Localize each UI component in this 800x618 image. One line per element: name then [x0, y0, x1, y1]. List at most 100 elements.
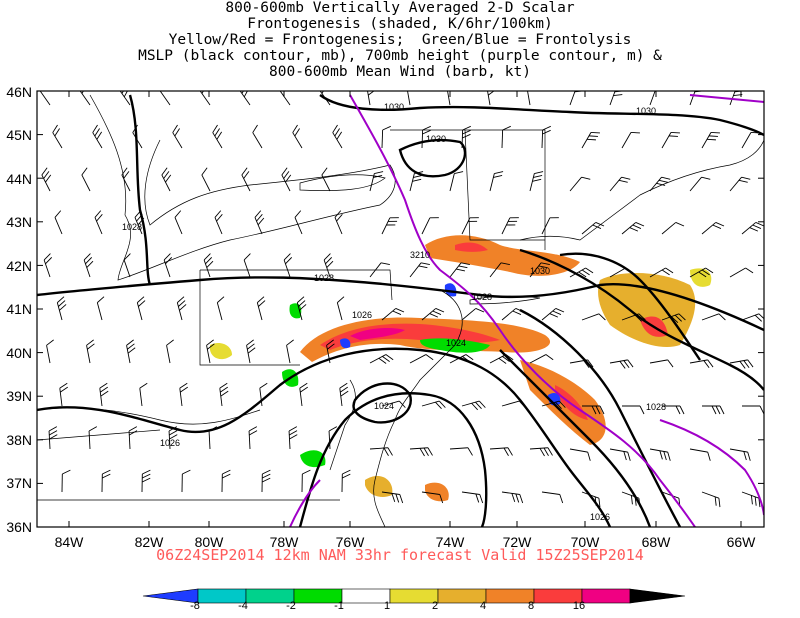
wind-barb [421, 491, 444, 504]
wind-barb [541, 491, 564, 504]
wind-barb [161, 167, 172, 192]
colorbar-tick-label: -1 [334, 600, 344, 612]
wind-barb [246, 339, 256, 364]
state-borders-nw [199, 129, 546, 366]
wind-barb [541, 125, 551, 149]
mslp-contour-1026-south [37, 347, 612, 527]
mslp-contour-1028-se [499, 349, 652, 527]
wind-barb [529, 171, 544, 192]
wind-barb [461, 217, 479, 235]
wind-barb [79, 91, 91, 106]
wind-barb [541, 308, 565, 321]
mslp-label: 1030 [530, 266, 550, 276]
wind-barb [649, 91, 657, 106]
wind-barb [286, 339, 294, 364]
wind-barb [689, 176, 711, 192]
wind-barb [369, 447, 393, 456]
wind-barb [729, 176, 751, 192]
wind-barb [296, 296, 307, 321]
wind-barb [461, 491, 484, 504]
wind-barb [281, 167, 292, 192]
wind-barb [88, 426, 98, 450]
wind-barb [369, 354, 394, 364]
wind-barb [128, 426, 138, 450]
mslp-contours [37, 94, 764, 527]
colorbar-tick-label: 16 [572, 600, 586, 612]
wind-barb [649, 176, 671, 192]
wind-barb [541, 217, 559, 235]
map-title: 800-600mb Vertically Averaged 2-D Scalar… [0, 0, 800, 80]
axis-ticks [37, 90, 764, 528]
wind-barb [569, 91, 584, 106]
mslp-label: 1030 [384, 102, 404, 112]
wind-barb [729, 267, 754, 278]
wind-barb [581, 491, 601, 508]
wind-barb [381, 217, 399, 235]
mslp-contour-1030-east [559, 252, 701, 361]
mslp-contour-1030-ne [398, 138, 467, 178]
wind-barb [292, 124, 303, 149]
wind-barb [729, 359, 754, 369]
wind-barb [119, 91, 131, 106]
frontogenesis-se-core [555, 385, 588, 420]
lat-label: 42N [6, 258, 32, 274]
wind-barb [741, 222, 764, 235]
wind-barb [409, 447, 433, 457]
wind-barb [501, 308, 525, 321]
wind-barb [742, 405, 764, 415]
wind-barb [409, 354, 434, 364]
wind-barb [421, 217, 439, 235]
wind-barb [741, 491, 761, 508]
lon-label: 84W [54, 534, 84, 550]
title-line-5: 800-600mb Mean Wind (barb, kt) [269, 64, 531, 80]
wind-barb [529, 447, 553, 457]
colorbar [142, 588, 686, 604]
lat-label: 41N [6, 301, 32, 317]
wind-barb [461, 308, 485, 321]
colorbar-tick-label: 4 [479, 600, 487, 612]
wind-barb [501, 491, 524, 504]
wind-barb [529, 354, 554, 364]
mslp-contour-1028-west [37, 276, 764, 332]
frontolysis-core [340, 338, 351, 349]
wind-barb [381, 125, 391, 149]
wind-barb [621, 222, 645, 235]
contour-labels: 1030 1030 1030 1028 1028 1026 1028 1024 … [122, 102, 666, 522]
wind-barb [569, 267, 594, 278]
lat-label: 40N [6, 345, 32, 361]
wind-barb [336, 296, 345, 321]
height-contour-3210 [349, 94, 696, 527]
colorbar-tick-label: 8 [527, 600, 535, 612]
wind-barb [163, 253, 173, 278]
wind-barb [421, 308, 445, 321]
lat-label: 43N [6, 214, 32, 230]
wind-barb [369, 171, 384, 192]
wind-barb [461, 400, 486, 411]
wind-barb [334, 210, 343, 235]
wind-barb [702, 405, 725, 415]
wind-barb [39, 91, 51, 106]
wind-barb [339, 382, 349, 407]
mslp-contour-1030-north [319, 94, 764, 137]
wind-barb [701, 313, 726, 321]
height-contours [289, 94, 764, 527]
wind-barb [121, 167, 131, 192]
wind-barb [166, 339, 174, 364]
wind-barb [81, 167, 91, 192]
mslp-label: 1024 [446, 338, 466, 348]
wind-barb [172, 124, 183, 149]
wind-barb [126, 339, 136, 364]
wind-barb [381, 491, 404, 504]
wind-barb [701, 222, 725, 235]
wind-barb [341, 469, 351, 493]
frontogenesis-band-peak [350, 328, 405, 340]
mslp-label: 1028 [472, 292, 492, 302]
wind-barb [421, 400, 446, 410]
lat-label: 37N [6, 475, 32, 491]
lon-label: 82W [134, 534, 164, 550]
wind-barb [661, 222, 685, 235]
wind-barb [94, 210, 103, 235]
lon-label: 78W [269, 534, 299, 550]
wind-barb [381, 308, 405, 321]
